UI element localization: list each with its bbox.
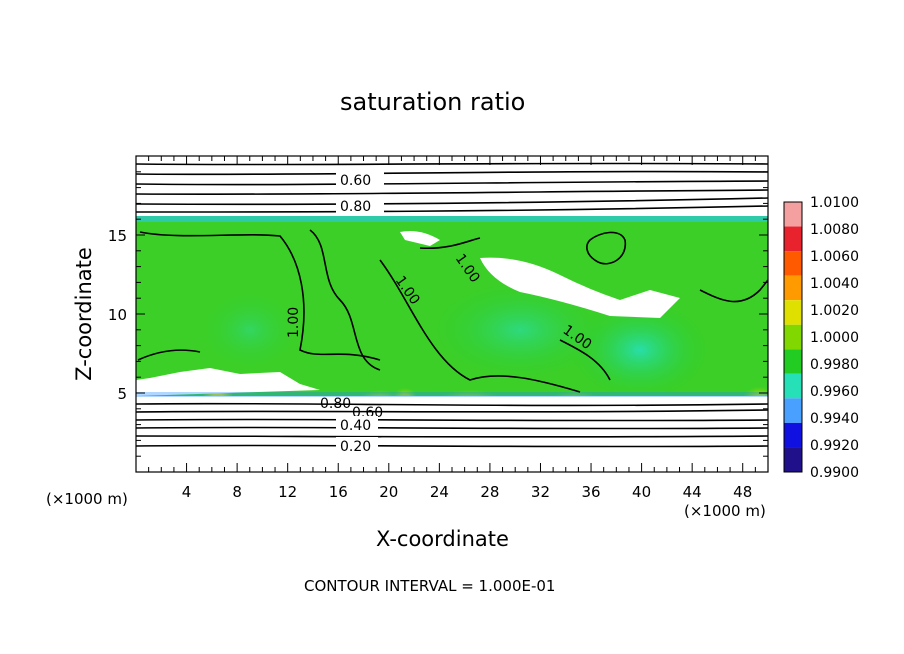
x-tick-label: 8	[232, 483, 242, 501]
y-ticks: 5 10 15	[108, 171, 768, 457]
contour-interval-note: CONTOUR INTERVAL = 1.000E-01	[304, 577, 556, 595]
colorbar-swatch	[784, 251, 802, 276]
contour-label: 1.00	[286, 307, 302, 338]
colorbar-label: 0.9960	[810, 384, 859, 400]
x-tick-label: 20	[379, 483, 398, 501]
colorbar: 1.0100 1.0080 1.0060 1.0040 1.0020 1.0000 0.99…	[783, 195, 859, 481]
contour-lines	[136, 162, 768, 448]
contour-label: 0.40	[340, 418, 371, 434]
colorbar-swatch	[784, 398, 802, 423]
x-unit-left: (×1000 m)	[46, 490, 128, 508]
x-axis-label: X-coordinate	[376, 527, 509, 551]
y-tick-label: 5	[117, 385, 127, 403]
colorbar-label: 1.0080	[810, 222, 859, 238]
colorbar-label: 0.9980	[810, 357, 859, 373]
colorbar-swatch	[784, 226, 802, 252]
contour-label: 0.20	[340, 439, 371, 455]
x-tick-label: 24	[430, 483, 449, 501]
colorbar-swatch	[784, 324, 802, 350]
colorbar-swatch	[784, 300, 802, 325]
colorbar-label: 1.0020	[810, 303, 859, 319]
x-tick-label: 12	[278, 483, 297, 501]
chart-title: saturation ratio	[340, 88, 526, 116]
colorbar-swatch	[784, 275, 802, 301]
colorbar-label: 0.9920	[810, 438, 859, 454]
colorbar-label: 1.0000	[810, 330, 859, 346]
x-ticks: 4 8 12 16 20 24 28 32 36 40 44 48	[148, 156, 756, 501]
contour-label: 0.80	[320, 396, 351, 412]
y-tick-label: 15	[108, 227, 127, 245]
y-tick-label: 10	[108, 306, 127, 324]
heatmap-field	[136, 156, 768, 472]
contour-label: 0.80	[340, 199, 371, 215]
x-tick-label: 40	[632, 483, 651, 501]
x-tick-label: 36	[581, 483, 600, 501]
colorbar-swatch	[784, 373, 802, 399]
colorbar-swatch	[784, 447, 802, 472]
colorbar-swatch	[784, 422, 802, 448]
contour-label: 0.60	[340, 173, 371, 189]
colorbar-label: 0.9940	[810, 411, 859, 427]
colorbar-label: 1.0060	[810, 249, 859, 265]
colorbar-frame	[783, 201, 803, 473]
x-tick-label: 16	[329, 483, 348, 501]
x-tick-label: 48	[733, 483, 752, 501]
colorbar-swatch	[784, 202, 802, 227]
y-axis-label: Z-coordinate	[72, 247, 96, 381]
x-tick-label: 44	[683, 483, 702, 501]
x-unit-right: (×1000 m)	[684, 502, 766, 520]
colorbar-label: 1.0100	[810, 195, 859, 211]
x-tick-label: 28	[480, 483, 499, 501]
x-tick-label: 4	[182, 483, 192, 501]
colorbar-label: 1.0040	[810, 276, 859, 292]
x-tick-label: 32	[531, 483, 550, 501]
colorbar-label: 0.9900	[810, 465, 859, 481]
colorbar-swatch	[784, 349, 802, 374]
